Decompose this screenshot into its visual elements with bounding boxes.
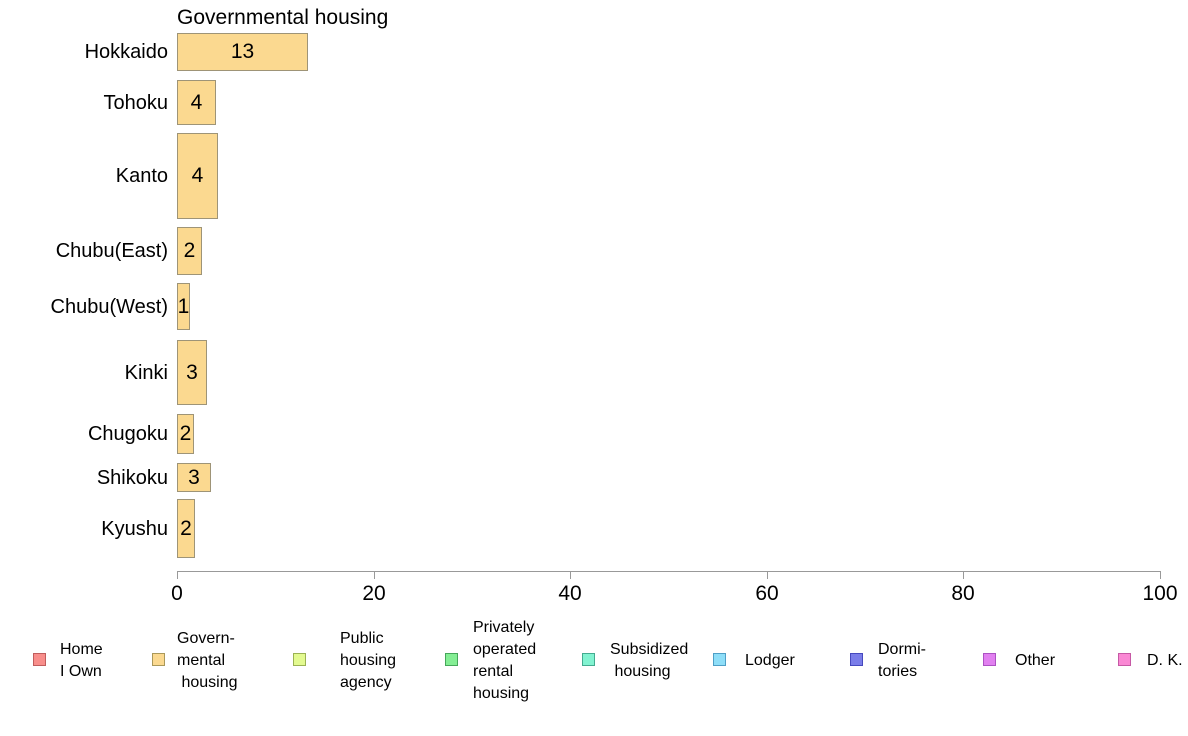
legend-label: Subsidized housing [610, 641, 689, 680]
bar [177, 227, 202, 275]
legend-swatch [152, 653, 165, 666]
category-label: Chugoku [87, 423, 168, 445]
category-label: Kyushu [101, 517, 168, 540]
legend-label: Privately operated rental housing [473, 619, 537, 702]
bar [177, 499, 195, 558]
legend-label: D. K. [1147, 652, 1183, 669]
x-axis-line [177, 571, 1161, 572]
legend-swatch [582, 653, 595, 666]
category-label: Tohoku [103, 91, 169, 114]
bar-value-label: 1 [177, 294, 190, 318]
x-tick-label: 100 [1142, 582, 1178, 605]
x-tick-label: 40 [558, 582, 582, 605]
bar-value-label: 2 [179, 422, 192, 445]
category-label: Hokkaido [84, 41, 168, 63]
legend-label: Lodger [745, 652, 795, 669]
bar [177, 463, 211, 492]
legend-swatch [445, 653, 458, 666]
bar-value-label: 2 [183, 239, 196, 262]
legend-swatch [33, 653, 46, 666]
x-tick-label: 0 [171, 582, 183, 605]
legend-swatch [713, 653, 726, 666]
bar [177, 133, 218, 219]
bar-value-label: 13 [230, 40, 255, 63]
bar-value-label: 3 [186, 360, 198, 384]
bar [177, 340, 207, 405]
bar [177, 283, 190, 330]
legend-label: Dormi- tories [878, 641, 926, 680]
chart-title: Governmental housing [177, 6, 389, 29]
category-label: Chubu(East) [55, 240, 168, 262]
legend-swatch [293, 653, 306, 666]
x-tick-label: 20 [362, 582, 386, 605]
legend-swatch [983, 653, 996, 666]
bar [177, 80, 216, 125]
legend-label: Other [1015, 652, 1056, 669]
bar-value-label: 3 [188, 465, 200, 489]
bar [177, 414, 194, 454]
category-label: Kanto [115, 165, 168, 187]
legend-swatch [850, 653, 863, 666]
category-label: Kinki [124, 361, 168, 384]
legend-label: Govern- mental housing [177, 630, 238, 691]
x-tick [1160, 571, 1161, 579]
x-tick [963, 571, 964, 579]
x-tick [570, 571, 571, 579]
bar-value-label: 2 [180, 516, 192, 540]
x-tick-label: 80 [951, 582, 975, 605]
legend-label: Home I Own [60, 641, 103, 680]
bar-value-label: 4 [190, 90, 203, 114]
category-label: Chubu(West) [50, 295, 168, 318]
bar [177, 33, 308, 71]
x-tick [177, 571, 178, 579]
x-tick [767, 571, 768, 579]
x-tick [374, 571, 375, 579]
category-label: Shikoku [96, 466, 168, 489]
legend-label: Public housing agency [340, 630, 397, 691]
legend-swatch [1118, 653, 1131, 666]
x-tick-label: 60 [755, 582, 779, 605]
bar-value-label: 4 [191, 164, 204, 187]
